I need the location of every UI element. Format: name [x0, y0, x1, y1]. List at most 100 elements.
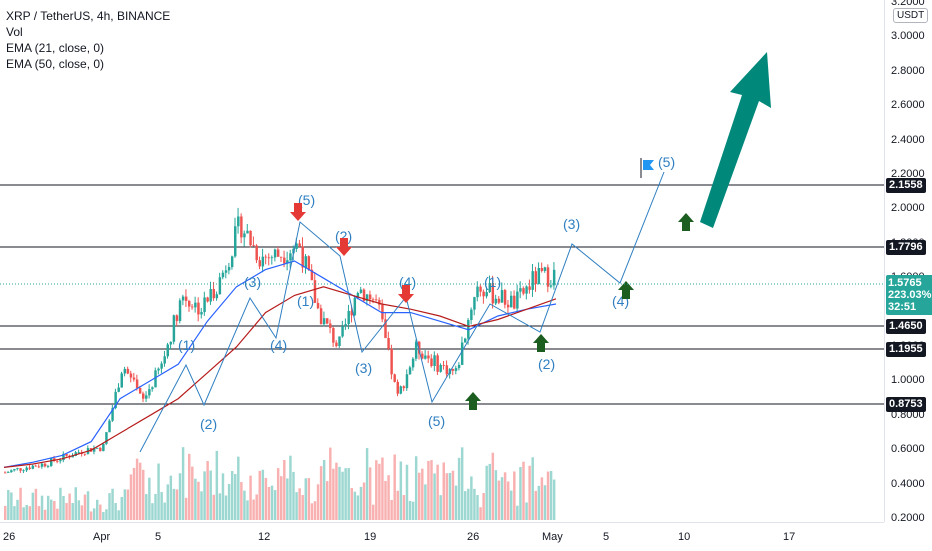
time-tick-label: 19 [364, 531, 377, 543]
candle-body [252, 245, 255, 247]
elliott-wave-path [139, 171, 665, 453]
candle-body [178, 300, 182, 321]
candle-body [172, 315, 176, 342]
volume-bar [525, 502, 528, 520]
volume-bar [552, 479, 556, 520]
volume-bar [497, 480, 501, 520]
currency-label[interactable]: USDT [893, 8, 929, 23]
price-tick-label: 1.0000 [891, 374, 925, 387]
candle-body [503, 290, 507, 305]
level-price-label: 1.4650 [886, 319, 926, 334]
volume-bar [396, 490, 399, 520]
candle-body [117, 387, 120, 392]
legend-ema21[interactable]: EMA (21, close, 0) [6, 41, 105, 55]
current-price-badge: 1.5765 223.03% 32:51 [886, 275, 932, 315]
candle-body [188, 300, 191, 307]
volume-bar [111, 488, 114, 520]
volume-bar [142, 469, 145, 520]
candle-body [338, 336, 341, 347]
volume-bar [375, 460, 378, 520]
chart-legend: XRP / TetherUS, 4h, BINANCE Vol EMA (21,… [6, 8, 170, 72]
volume-bar [543, 485, 547, 520]
volume-bar [405, 464, 409, 520]
volume-bar [516, 505, 519, 520]
wave-labels: (1)(2)(3)(4)(5)(1)(2)(3)(4)(5)(1)(2)(3)(… [178, 154, 675, 432]
volume-bar [237, 456, 240, 520]
volume-bar [117, 510, 120, 520]
volume-bar [424, 484, 427, 520]
candle-body [473, 297, 476, 310]
candle-body [169, 341, 173, 345]
time-tick-label: 17 [783, 531, 796, 543]
volume-bar [338, 466, 341, 520]
volume-bar [464, 491, 467, 520]
candle-body [221, 272, 225, 278]
volume-bar [246, 500, 249, 520]
volume-bar [194, 478, 197, 520]
candle-body [102, 443, 105, 451]
volume-bar [224, 495, 228, 520]
volume-bar [181, 447, 185, 520]
price-axis[interactable]: 0.20000.40000.60000.80001.00001.20001.40… [884, 0, 932, 524]
candle-body [114, 391, 117, 409]
candle-body [433, 355, 436, 367]
candle-body [280, 256, 283, 258]
volume-bar [322, 459, 326, 520]
volume-bar [163, 502, 166, 520]
volume-bar [89, 511, 93, 520]
candle-body [224, 270, 228, 273]
candle-body [359, 289, 363, 293]
volume-bar [102, 511, 105, 520]
volume-bar [488, 463, 491, 520]
wave-label: (3) [244, 274, 261, 290]
level-price-label: 1.7796 [886, 240, 926, 255]
candle-body [356, 292, 360, 299]
ema-50-line [3, 286, 557, 468]
wave-label: (2) [538, 356, 555, 372]
legend-vol[interactable]: Vol [6, 25, 23, 39]
volume-bar [442, 462, 445, 520]
candle-body [402, 386, 406, 389]
volume-bar [249, 475, 252, 520]
candle-body [163, 356, 166, 364]
volume-bar [506, 481, 510, 520]
candle-body [34, 465, 38, 467]
volume-bar [230, 471, 234, 520]
candle-body [25, 467, 28, 471]
current-change-value: 223.03% [888, 289, 932, 301]
candle-body [270, 257, 274, 259]
time-tick-label: 5 [603, 531, 610, 543]
candle-body [375, 299, 378, 301]
wave-label: (1) [484, 274, 501, 290]
candle-body [519, 288, 522, 292]
signal-arrows [290, 203, 694, 410]
wave-label: (5) [428, 413, 445, 429]
candle-body [157, 368, 160, 371]
candle-body [258, 260, 261, 267]
time-axis[interactable]: 26 Apr 5 12 19 26 May 5 10 17 [0, 522, 884, 551]
legend-ema50[interactable]: EMA (50, close, 0) [6, 57, 105, 71]
candle-body [362, 289, 366, 301]
volume-bar [154, 493, 157, 520]
volume-bar [59, 487, 62, 520]
volume-bar [332, 468, 335, 520]
volume-bar [212, 494, 215, 520]
volume-bar [522, 461, 525, 520]
wave-label: (1) [297, 293, 314, 309]
candle-body [154, 370, 157, 388]
candle-body [454, 368, 458, 371]
volume-bar [209, 470, 212, 520]
volume-bar [19, 487, 22, 520]
volume-bar [381, 457, 384, 520]
volume-bar [43, 509, 47, 520]
candle-body [123, 368, 127, 374]
volume-bar [304, 478, 307, 520]
volume-bar [283, 460, 286, 520]
volume-bar [528, 465, 531, 520]
candle-body [347, 310, 350, 325]
wave-label: (1) [178, 337, 195, 353]
volume-bar [71, 503, 74, 520]
candle-body [273, 249, 277, 258]
volume-bar [240, 482, 243, 520]
